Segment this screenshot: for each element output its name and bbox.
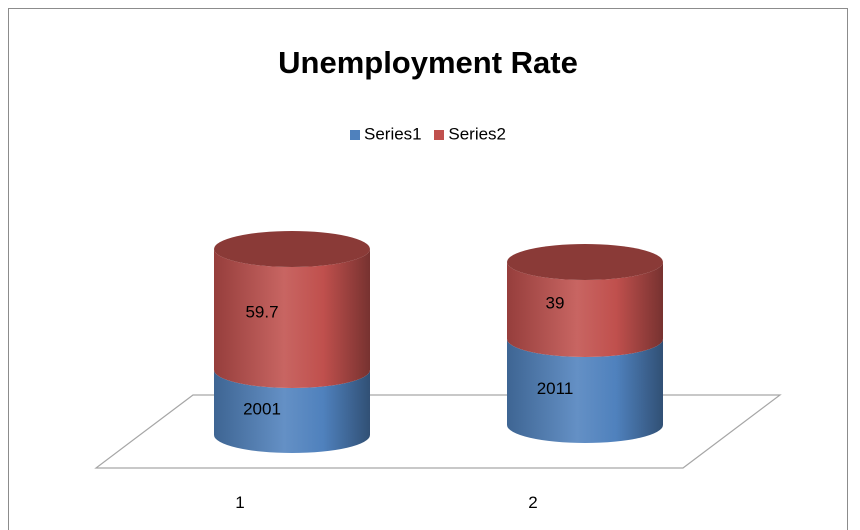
bar-series1-cat-1	[214, 370, 370, 453]
legend-label-series2: Series2	[448, 124, 506, 144]
data-label-series1-cat-2: 2011	[537, 379, 574, 398]
data-label-series2-cat-1: 59.7	[245, 303, 278, 322]
legend-item-series1: Series1	[349, 124, 422, 145]
legend-swatch-series2	[434, 129, 445, 140]
bar-series2-cat-1	[214, 249, 370, 388]
bar-top-cat-2	[507, 244, 663, 280]
bar-series2-cat-2	[507, 262, 663, 357]
legend: Series1 Series2	[9, 124, 847, 145]
bar-series1-cat-2	[507, 339, 663, 443]
x-tick-label-2: 2	[528, 493, 537, 512]
bar-top-cat-1	[214, 231, 370, 267]
legend-item-series2: Series2	[434, 124, 506, 145]
x-tick-label-1: 1	[235, 493, 244, 512]
chart-title: Unemployment Rate	[278, 45, 578, 80]
legend-swatch-series1	[349, 129, 360, 140]
legend-label-series1: Series1	[363, 124, 422, 144]
data-label-series2-cat-2: 39	[546, 294, 565, 313]
data-label-series1-cat-1: 2001	[243, 400, 281, 419]
floor-plane	[94, 394, 782, 469]
